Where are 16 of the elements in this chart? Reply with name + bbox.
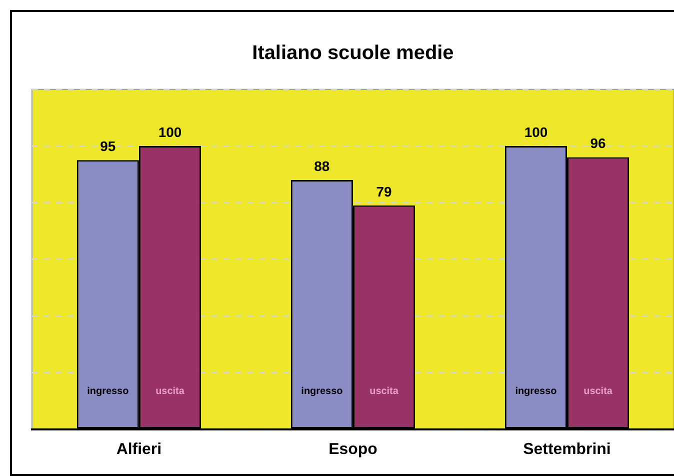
text: ingresso — [301, 386, 343, 398]
text: ingresso — [87, 386, 129, 398]
x-tick-label: Settembrini — [523, 441, 611, 458]
data-label: 100 — [158, 124, 182, 140]
data-label: 96 — [590, 135, 606, 152]
series-label: ingresso — [515, 386, 557, 398]
series-label: uscita — [156, 386, 185, 398]
data-label: 88 — [314, 158, 330, 174]
data-label: 95 — [100, 138, 116, 154]
x-tick-label: Alfieri — [116, 441, 162, 458]
data-label: 79 — [376, 183, 392, 200]
chart-title: Italiano scuole medie — [252, 42, 454, 64]
text: uscita — [370, 386, 398, 398]
text: uscita — [584, 386, 612, 398]
x-tick-label: Esopo — [328, 441, 378, 458]
data-label: 100 — [524, 124, 548, 140]
